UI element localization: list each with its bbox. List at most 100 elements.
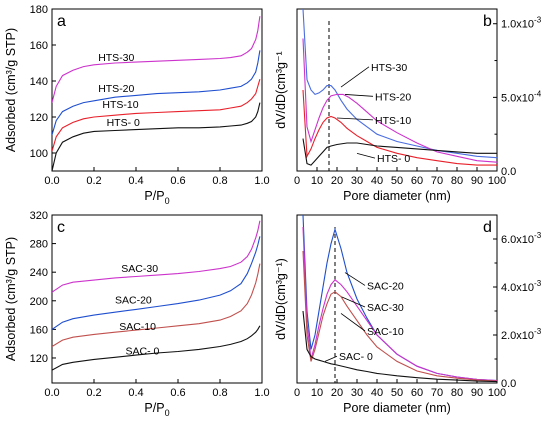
plot-frame — [296, 8, 498, 172]
x-tick-label: 80 — [451, 387, 463, 399]
y-axis-label: Adsorbed (cm³/g STP) — [4, 28, 18, 152]
x-tick-label: 70 — [431, 387, 443, 399]
y-tick-label: 320 — [30, 210, 48, 222]
x-tick-label: 0.4 — [128, 387, 143, 399]
y-tick-label: 1.0x10-3 — [501, 16, 542, 31]
x-tick-label: 0 — [294, 175, 300, 187]
x-axis-label: P/P0 — [144, 401, 169, 418]
series-pointer-line — [340, 66, 370, 88]
x-tick-label: 30 — [351, 175, 363, 187]
series-line-hts-20 — [52, 50, 261, 136]
x-tick-label: 40 — [371, 387, 383, 399]
x-tick-label: 0.2 — [86, 387, 101, 399]
series-label: SAC-20 — [367, 280, 404, 292]
y-tick-label: 0.0 — [501, 166, 516, 178]
x-tick-label: 100 — [488, 175, 506, 187]
series-line-hts-10 — [52, 79, 261, 152]
series-line-sac-0 — [302, 310, 497, 383]
y-tick-exponent: -4 — [534, 89, 542, 98]
panel-letter: b — [483, 13, 492, 30]
y-tick-label: 4.0x10-3 — [501, 279, 542, 294]
y-tick-exponent: -3 — [534, 16, 542, 25]
series-pointer-line — [324, 355, 338, 362]
series-pointer-line — [340, 313, 366, 332]
x-tick-label: 40 — [371, 175, 383, 187]
y-tick-label: 120 — [30, 112, 48, 124]
series-pointer-line — [340, 296, 366, 308]
x-tick-label: 0.6 — [170, 387, 185, 399]
y-axis-label: dV/dD(cm³g⁻¹) — [274, 258, 288, 340]
x-tick-label: 70 — [431, 175, 443, 187]
series-label: HTS- 0 — [107, 117, 140, 129]
x-tick-label: 0.6 — [170, 175, 185, 187]
series-line-sac-0 — [52, 325, 261, 371]
series-label: SAC- 0 — [339, 351, 373, 363]
series-line-hts-30 — [302, 9, 497, 159]
series-label: SAC-10 — [119, 321, 156, 333]
series-label: SAC- 0 — [126, 345, 160, 357]
x-tick-label: 0.2 — [86, 175, 101, 187]
x-tick-label: 30 — [351, 387, 363, 399]
series-line-sac-20 — [52, 236, 261, 330]
series-label: HTS-10 — [375, 115, 411, 127]
series-pointer-line — [356, 152, 376, 159]
series-label: HTS-10 — [102, 99, 138, 111]
y-tick-label: 6.0x10-3 — [501, 231, 542, 246]
x-axis-label: Pore diameter (nm) — [343, 189, 451, 203]
x-tick-label: 100 — [488, 387, 506, 399]
panel-a: 0.0 0.2 0.4 0.6 0.8 1.0 100 120 140 160 180 HTS-30 H… — [4, 4, 270, 206]
y-tick-label: 160 — [30, 324, 48, 336]
y-tick-label: 0.0 — [501, 378, 516, 390]
x-tick-label: 90 — [471, 175, 483, 187]
y-tick-label: 5.0x10-4 — [501, 89, 542, 104]
series-line-sac-10 — [52, 263, 261, 347]
panel-letter: c — [57, 219, 65, 236]
x-tick-label: 50 — [391, 387, 403, 399]
x-tick-label: 50 — [391, 175, 403, 187]
x-axis-label: P/P0 — [144, 189, 169, 206]
series-label: HTS-30 — [98, 52, 134, 64]
panel-letter: a — [57, 13, 66, 30]
x-axis-label-subscript: 0 — [165, 408, 170, 418]
series-line-sac-30 — [302, 226, 497, 382]
x-tick-label: 10 — [311, 387, 323, 399]
x-tick-label: 0.0 — [44, 387, 59, 399]
y-tick-exponent: -3 — [534, 279, 542, 288]
x-tick-label: 0 — [294, 387, 300, 399]
series-pointer-line — [344, 272, 366, 286]
x-tick-label: 10 — [311, 175, 323, 187]
x-tick-label: 80 — [451, 175, 463, 187]
panel-c: 0.0 0.2 0.4 0.6 0.8 1.0 120 160 200 240 280 320 SAC-… — [4, 210, 270, 418]
x-tick-label: 0.8 — [212, 175, 227, 187]
y-tick-label: 200 — [30, 296, 48, 308]
x-axis-label-subscript: 0 — [165, 196, 170, 206]
series-line-sac-10 — [302, 250, 497, 382]
y-tick-label: 160 — [30, 40, 48, 52]
series-line-hts-0 — [302, 138, 497, 166]
y-tick-label: 140 — [30, 76, 48, 88]
y-axis-label: Adsorbed (cm³/g STP) — [4, 237, 18, 361]
x-tick-label: 0.4 — [128, 175, 143, 187]
plot-frame — [51, 214, 263, 384]
y-tick-label: 100 — [30, 148, 48, 160]
y-tick-exponent: -3 — [534, 231, 542, 240]
series-line-hts-0 — [52, 102, 261, 171]
series-label: SAC-20 — [115, 295, 152, 307]
x-axis-label: Pore diameter (nm) — [343, 401, 451, 415]
y-axis-label: dV/dD(cm³g⁻¹ — [274, 51, 288, 128]
x-tick-label: 1.0 — [254, 387, 269, 399]
series-pointer-line — [336, 117, 374, 121]
x-tick-label: 0.8 — [212, 387, 227, 399]
series-label: HTS-20 — [98, 83, 134, 95]
series-label: HTS-20 — [375, 91, 411, 103]
plot-frame — [51, 8, 263, 172]
series-label: HTS- 0 — [377, 153, 410, 165]
series-line-hts-10 — [302, 89, 497, 166]
x-tick-label: 0.0 — [44, 175, 59, 187]
series-line-sac-30 — [52, 220, 261, 293]
series-label: SAC-30 — [367, 302, 404, 314]
series-label: SAC-10 — [367, 326, 404, 338]
series-line-hts-30 — [52, 16, 261, 103]
